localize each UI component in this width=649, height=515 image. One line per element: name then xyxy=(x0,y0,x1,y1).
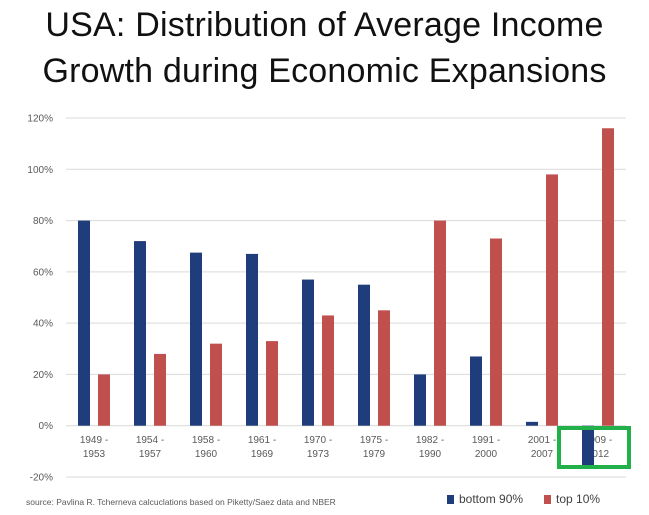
legend-swatch-top-10 xyxy=(544,495,551,504)
x-category-label: 1961 - 1969 xyxy=(248,435,276,460)
x-category-label: 1954 - 1957 xyxy=(136,435,164,460)
bar-bottom-90 xyxy=(302,279,314,426)
y-tick-label: 100% xyxy=(27,165,53,176)
bar-bottom-90 xyxy=(358,284,370,426)
bar-top-10 xyxy=(378,310,390,426)
legend-swatch-bottom-90 xyxy=(447,495,454,504)
bar-bottom-90 xyxy=(526,421,538,426)
x-category-label-line: 1954 - xyxy=(136,435,164,446)
bar-top-10 xyxy=(154,353,166,426)
x-category-label-line: 2000 xyxy=(475,449,498,460)
y-tick-label: -20% xyxy=(30,473,53,484)
x-category-label: 1982 - 1990 xyxy=(416,435,444,460)
bar-bottom-90 xyxy=(78,220,90,426)
bar-bottom-90 xyxy=(582,425,594,466)
x-category-label-line: 1949 - xyxy=(80,435,108,446)
bar-bottom-90 xyxy=(134,241,146,426)
x-category-label-line: 1958 - xyxy=(192,435,220,446)
bar-bottom-90 xyxy=(414,374,426,426)
title-line-2: Growth during Economic Expansions xyxy=(42,52,607,90)
x-category-label: 2001 - 2007 xyxy=(528,435,556,460)
bar-top-10 xyxy=(210,343,222,426)
x-category-label-line: 1973 xyxy=(307,449,330,460)
bar-bottom-90 xyxy=(246,253,258,426)
chart-title: USA: Distribution of Average Income Grow… xyxy=(0,2,649,94)
x-category-label: 1975 - 1979 xyxy=(360,435,388,460)
x-category-label: 1958 - 1960 xyxy=(192,435,220,460)
bar-top-10 xyxy=(322,315,334,426)
bar-bottom-90 xyxy=(190,252,202,426)
legend-label-top-10: top 10% xyxy=(556,492,601,506)
legend-item-bottom-90: bottom 90% xyxy=(447,492,523,506)
x-category-label-line: 2009 - xyxy=(584,435,612,446)
x-category-label: 1991 - 2000 xyxy=(472,435,500,460)
x-category-label-line: 2007 xyxy=(531,449,554,460)
y-tick-label: 120% xyxy=(27,114,53,125)
x-category-label-line: 1957 xyxy=(139,449,162,460)
legend-item-top-10: top 10% xyxy=(544,492,600,506)
bar-top-10 xyxy=(434,220,446,426)
x-category-label: 1970 - 1973 xyxy=(304,435,332,460)
x-category-label-line: 1979 xyxy=(363,449,386,460)
x-category-label-line: 1960 xyxy=(195,449,218,460)
y-tick-label: 0% xyxy=(39,421,54,432)
bar-bottom-90 xyxy=(470,356,482,426)
x-category-label: 1949 - 1953 xyxy=(80,435,108,460)
x-category-label-line: 1975 - xyxy=(360,435,388,446)
title-line-1: USA: Distribution of Average Income xyxy=(45,6,604,44)
y-tick-label: 20% xyxy=(33,370,53,381)
x-category-label-line: 1970 - xyxy=(304,435,332,446)
x-category-label-line: 1961 - xyxy=(248,435,276,446)
highlight-box xyxy=(557,426,631,469)
x-category-label-line: 2001 - xyxy=(528,435,556,446)
y-tick-label: 40% xyxy=(33,319,53,330)
bar-top-10 xyxy=(98,374,110,426)
y-tick-label: 60% xyxy=(33,267,53,278)
bar-top-10 xyxy=(490,238,502,426)
bar-top-10 xyxy=(602,128,614,426)
x-category-label-line: 1953 xyxy=(83,449,106,460)
y-tick-label: 80% xyxy=(33,216,53,227)
x-category-label: 2009 - 2012 xyxy=(584,435,612,460)
x-category-label-line: 2012 xyxy=(587,449,610,460)
legend-label-bottom-90: bottom 90% xyxy=(459,492,524,506)
source-note: source: Pavlina R. Tcherneva calcuclatio… xyxy=(26,497,336,507)
x-category-label-line: 1990 xyxy=(419,449,442,460)
x-category-label-line: 1991 - xyxy=(472,435,500,446)
bar-top-10 xyxy=(266,341,278,426)
x-category-label-line: 1982 - xyxy=(416,435,444,446)
bar-top-10 xyxy=(546,174,558,426)
x-category-label-line: 1969 xyxy=(251,449,274,460)
